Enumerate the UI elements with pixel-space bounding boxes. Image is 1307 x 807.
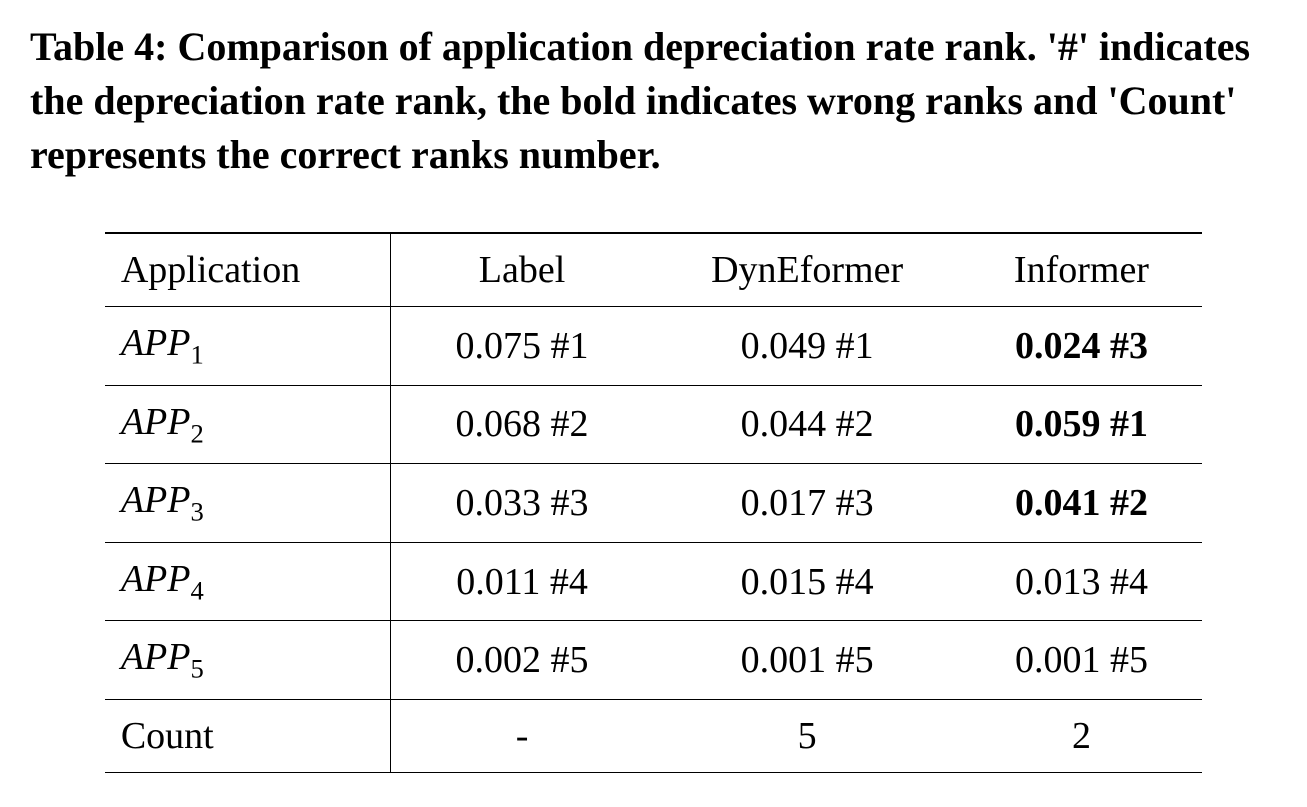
app-subscript: 1 <box>190 340 203 370</box>
app-base: APP <box>121 401 191 443</box>
table-container: Application Label DynEformer Informer AP… <box>30 232 1277 773</box>
cell-application: APP1 <box>105 307 390 386</box>
cell-application: APP3 <box>105 464 390 543</box>
cell-label: 0.002 #5 <box>390 621 653 700</box>
cell-informer: 0.013 #4 <box>961 542 1202 621</box>
table-row: APP1 0.075 #10.049 #10.024 #3 <box>105 307 1202 386</box>
header-label: Label <box>390 233 653 307</box>
cell-dyneformer: 0.015 #4 <box>653 542 960 621</box>
cell-label: 0.033 #3 <box>390 464 653 543</box>
cell-informer: 0.024 #3 <box>961 307 1202 386</box>
table-row: APP4 0.011 #40.015 #40.013 #4 <box>105 542 1202 621</box>
table-row: APP50.002 #50.001 #50.001 #5 <box>105 621 1202 700</box>
app-subscript: 2 <box>190 418 203 448</box>
app-subscript: 5 <box>190 654 203 684</box>
app-base: APP <box>121 479 191 521</box>
cell-dyneformer: 0.049 #1 <box>653 307 960 386</box>
table-row: APP2 0.068 #20.044 #20.059 #1 <box>105 385 1202 464</box>
header-dyneformer: DynEformer <box>653 233 960 307</box>
cell-informer: 0.041 #2 <box>961 464 1202 543</box>
header-application: Application <box>105 233 390 307</box>
count-label: Count <box>105 699 390 772</box>
cell-application: APP4 <box>105 542 390 621</box>
app-name: APP4 <box>121 558 204 600</box>
table-body: APP10.075 #10.049 #10.024 #3APP20.068 #2… <box>105 307 1202 773</box>
cell-informer: 0.001 #5 <box>961 621 1202 700</box>
cell-label: 0.068 #2 <box>390 385 653 464</box>
cell-dyneformer: 0.017 #3 <box>653 464 960 543</box>
table-caption: Table 4: Comparison of application depre… <box>30 20 1277 182</box>
cell-dyneformer: 0.044 #2 <box>653 385 960 464</box>
cell-label: 0.075 #1 <box>390 307 653 386</box>
count-col3: 2 <box>961 699 1202 772</box>
table-header-row: Application Label DynEformer Informer <box>105 233 1202 307</box>
app-base: APP <box>121 558 191 600</box>
app-name: APP3 <box>121 479 204 521</box>
header-informer: Informer <box>961 233 1202 307</box>
count-col1: - <box>390 699 653 772</box>
count-col2: 5 <box>653 699 960 772</box>
depreciation-rate-table: Application Label DynEformer Informer AP… <box>105 232 1202 773</box>
app-name: APP1 <box>121 322 204 364</box>
app-name: APP5 <box>121 636 204 678</box>
app-subscript: 4 <box>190 575 203 605</box>
app-base: APP <box>121 636 191 678</box>
app-name: APP2 <box>121 401 204 443</box>
table-row: APP3 0.033 #30.017 #30.041 #2 <box>105 464 1202 543</box>
app-base: APP <box>121 322 191 364</box>
cell-application: APP2 <box>105 385 390 464</box>
app-subscript: 3 <box>190 497 203 527</box>
cell-application: APP5 <box>105 621 390 700</box>
table-count-row: Count-52 <box>105 699 1202 772</box>
cell-informer: 0.059 #1 <box>961 385 1202 464</box>
cell-label: 0.011 #4 <box>390 542 653 621</box>
cell-dyneformer: 0.001 #5 <box>653 621 960 700</box>
